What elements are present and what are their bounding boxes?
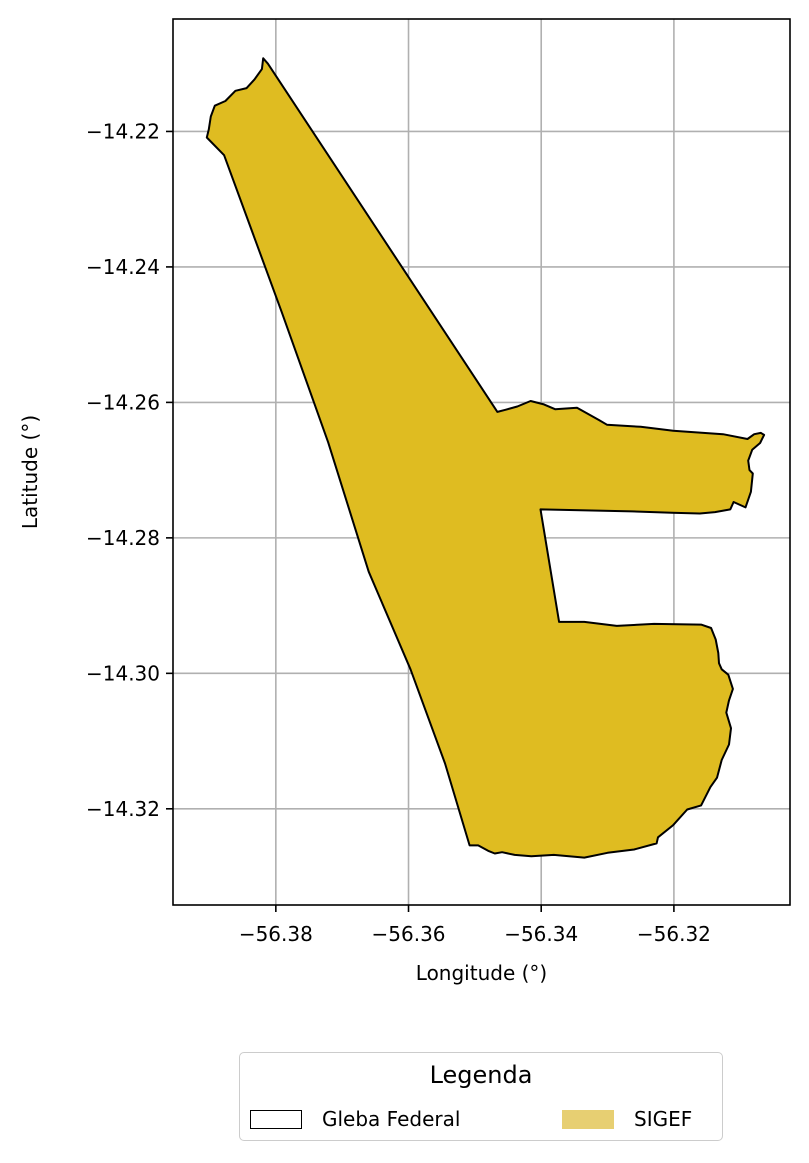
y-tick-label: −14.24 <box>86 255 160 279</box>
legend-title: Legenda <box>429 1061 533 1089</box>
y-tick-label: −14.28 <box>86 526 160 550</box>
legend-item-gleba-federal: Gleba Federal <box>250 1105 460 1133</box>
sigef-polygon <box>205 57 766 859</box>
axes-frame <box>172 18 791 906</box>
legend-swatch-gleba-federal <box>250 1109 302 1129</box>
map-layers <box>205 57 766 859</box>
legend-label-gleba-federal: Gleba Federal <box>322 1107 461 1131</box>
y-tick-label: −14.22 <box>86 119 160 143</box>
y-tick-label: −14.32 <box>86 797 160 821</box>
legend-swatch-sigef <box>562 1109 614 1129</box>
y-tick-label: −14.26 <box>86 390 160 414</box>
legend-item-sigef: SIGEF <box>562 1105 692 1133</box>
x-tick-label: −56.36 <box>372 922 446 946</box>
x-tick-label: −56.38 <box>239 922 313 946</box>
axis-ticks: −56.38 −56.36 −56.34 −56.32 −14.22 −14.24 −14.… <box>86 119 711 946</box>
map-figure: −56.38 −56.36 −56.34 −56.32 −14.22 −14.24 −14.… <box>18 18 791 985</box>
x-tick-label: −56.32 <box>637 922 711 946</box>
legend: Legenda Gleba Federal SIGEF <box>239 1052 723 1141</box>
x-tick-label: −56.34 <box>504 922 578 946</box>
y-axis-title: Latitude (°) <box>18 415 42 529</box>
y-tick-label: −14.30 <box>86 661 160 685</box>
legend-label-sigef: SIGEF <box>634 1107 693 1131</box>
x-axis-title: Longitude (°) <box>416 961 547 985</box>
